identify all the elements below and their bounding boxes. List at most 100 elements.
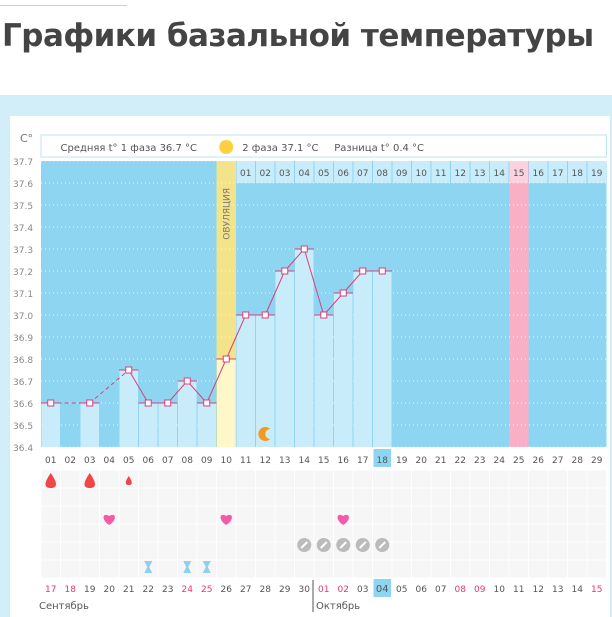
date-label: 21	[123, 585, 134, 595]
date-label: 08	[455, 585, 467, 595]
cycle-day-label: 27	[552, 456, 563, 466]
temperature-bar	[119, 370, 138, 447]
phase2-day-label: 18	[572, 169, 584, 179]
y-axis-label: C°	[20, 132, 33, 145]
cycle-day-label: 12	[260, 456, 271, 466]
cycle-day-label: 18	[377, 456, 389, 466]
phase2-day-label: 12	[455, 169, 466, 179]
temperature-point	[164, 399, 172, 407]
temperature-point	[144, 399, 152, 407]
cycle-day-label: 20	[416, 456, 428, 466]
temperature-bar	[158, 403, 177, 447]
cycle-day-label: 04	[104, 456, 116, 466]
phase2-day-label: 11	[435, 169, 446, 179]
y-tick-label: 37.1	[13, 290, 33, 300]
y-tick-label: 36.7	[13, 378, 33, 388]
phase2-day-cell	[568, 161, 587, 183]
date-label: 01	[318, 585, 329, 595]
cycle-day-label: 03	[84, 456, 95, 466]
date-label: 27	[240, 585, 251, 595]
y-tick-label: 36.8	[13, 356, 33, 366]
cycle-day-label: 02	[65, 456, 76, 466]
date-label: 17	[45, 585, 56, 595]
phase2-day-cell	[275, 161, 294, 183]
date-label: 13	[552, 585, 563, 595]
date-label: 02	[338, 585, 349, 595]
hourglass-icon	[202, 561, 211, 573]
temperature-line-segment	[323, 292, 344, 316]
y-tick-label: 37.2	[13, 268, 33, 278]
pill-stripe	[359, 541, 367, 549]
cycle-day-label: 19	[396, 456, 408, 466]
temperature-point	[242, 311, 250, 319]
cycle-day-label: 06	[143, 456, 155, 466]
phase2-day-label: 10	[416, 169, 428, 179]
temperature-bar	[217, 359, 236, 447]
phase-header	[40, 134, 607, 158]
date-label: 20	[104, 585, 116, 595]
date-label: 28	[260, 585, 272, 595]
cycle-day-label: 14	[299, 456, 311, 466]
phase2-day-cell	[587, 161, 606, 183]
date-label: 14	[572, 585, 584, 595]
phase2-day-cell	[295, 161, 314, 183]
phase2-day-label: 19	[591, 169, 603, 179]
cycle-day-label: 13	[279, 456, 290, 466]
y-tick-label: 37.3	[13, 246, 33, 256]
cycle-day-label: 26	[533, 456, 545, 466]
temperature-difference: Разница t° 0.4 °C	[334, 143, 424, 154]
phase2-day-label: 17	[552, 169, 563, 179]
date-label: 04	[376, 584, 389, 595]
temperature-bar	[139, 403, 158, 447]
temperature-line-segment	[128, 369, 149, 404]
temperature-bar	[80, 403, 99, 447]
y-tick-label: 36.6	[13, 400, 33, 410]
cycle-day-label: 07	[162, 456, 173, 466]
phase2-day-label: 03	[279, 169, 290, 179]
phase2-day-label: 13	[474, 169, 485, 179]
phase2-day-label: 07	[357, 169, 368, 179]
y-tick-label: 36.5	[13, 422, 33, 432]
phase2-day-cell	[392, 161, 411, 183]
expected-period-column	[509, 161, 529, 447]
temperature-point	[261, 311, 269, 319]
temperature-point	[320, 311, 328, 319]
cycle-day-label: 09	[201, 456, 213, 466]
temperature-line-segment	[89, 369, 130, 404]
today-highlight	[373, 579, 391, 597]
temperature-point	[86, 399, 94, 407]
temperature-bar	[41, 403, 60, 447]
date-label: 29	[279, 585, 291, 595]
y-tick-label: 37.6	[13, 180, 33, 190]
temperature-point	[47, 399, 55, 407]
cycle-day-label: 17	[357, 456, 368, 466]
y-tick-label: 36.9	[13, 334, 33, 344]
phase2-day-cell	[509, 161, 528, 183]
heart-icon	[103, 514, 115, 525]
temperature-bar	[334, 293, 353, 447]
temperature-point	[222, 355, 230, 363]
phase2-average: 2 фаза 37.1 °C	[242, 143, 318, 154]
cycle-day-label: 01	[45, 456, 56, 466]
cycle-day-label: 05	[123, 456, 134, 466]
temperature-bar	[275, 271, 294, 447]
date-label: 10	[494, 585, 506, 595]
cycle-day-label: 22	[455, 456, 466, 466]
date-label: 07	[435, 585, 446, 595]
temperature-bar	[373, 271, 392, 447]
pill-stripe	[378, 541, 386, 549]
phase2-day-cell	[256, 161, 275, 183]
phase2-day-cell	[314, 161, 333, 183]
date-label: 18	[65, 585, 77, 595]
date-label: 24	[182, 585, 194, 595]
temperature-bar	[314, 315, 333, 447]
temperature-point	[339, 289, 347, 297]
phase2-day-cell	[451, 161, 470, 183]
blood-drop-icon	[84, 473, 95, 488]
temperature-line-segment	[225, 314, 247, 360]
date-label: 11	[513, 585, 524, 595]
date-label: 05	[396, 585, 407, 595]
y-tick-label: 37.4	[13, 224, 33, 234]
page-title: Графики базальной температуры	[2, 18, 594, 54]
